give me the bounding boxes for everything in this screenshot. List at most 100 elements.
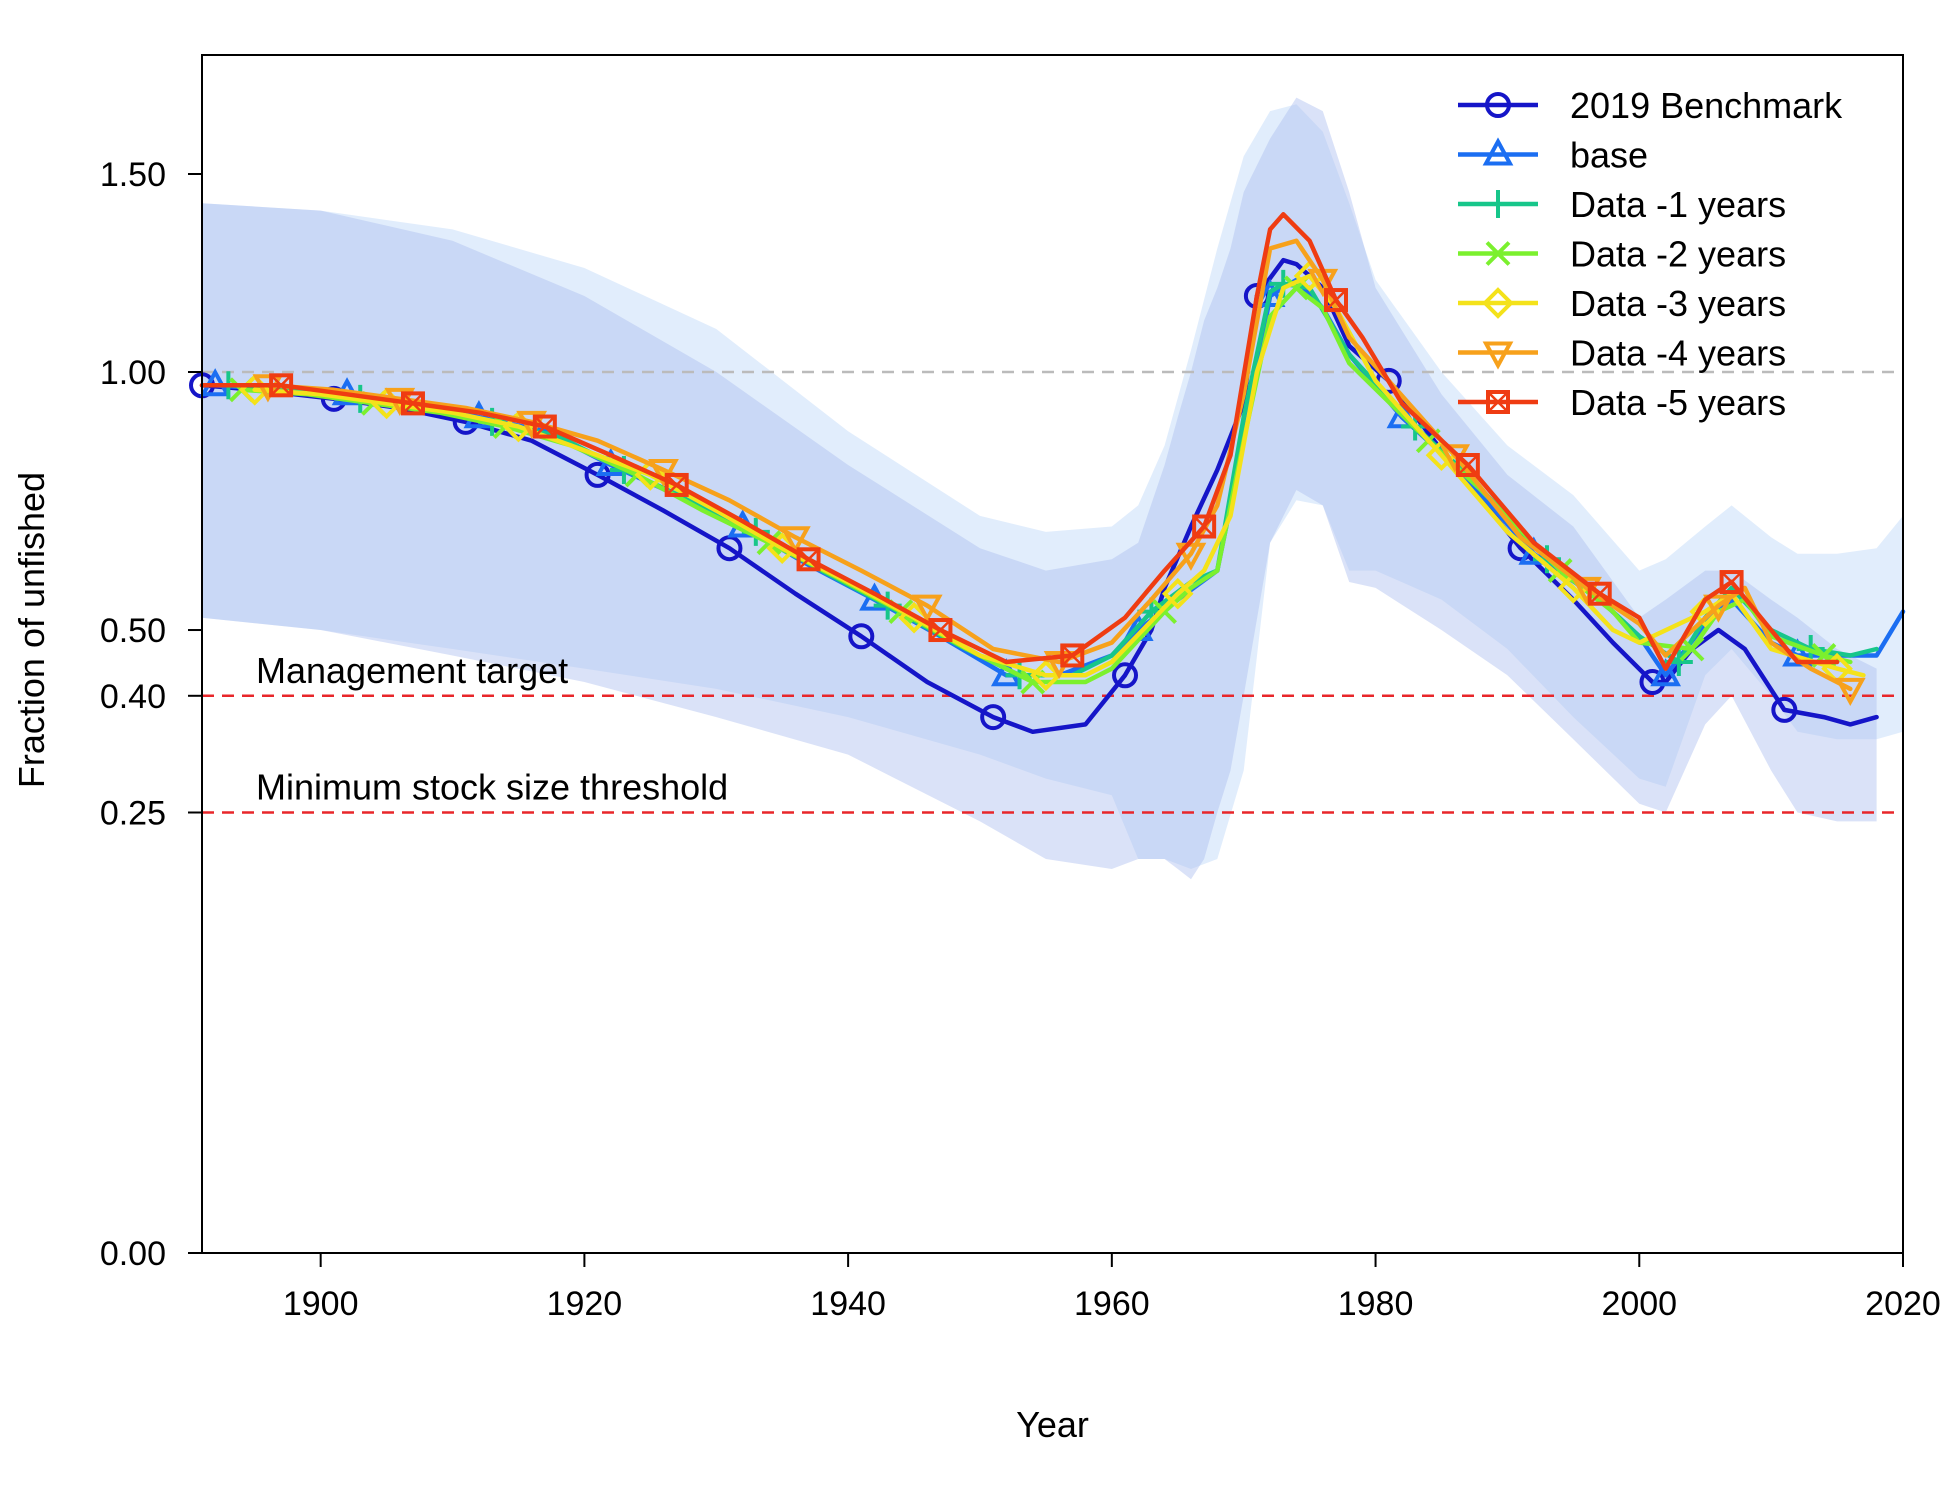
legend-label-data-4-years: Data -4 years (1570, 333, 1786, 374)
point-data-5-years-10 (1587, 581, 1612, 606)
point-data-5-years-9-box (1455, 453, 1480, 477)
legend-marker-data-2-years (1485, 241, 1511, 266)
point-data-5-years-6 (1060, 643, 1085, 668)
point-data-5-years-8-box (1324, 288, 1348, 313)
point-data-4-years-4 (780, 526, 811, 555)
point-data-5-years-5-cross (929, 619, 952, 641)
legend-item-data-4-years: Data -4 years (1458, 333, 1786, 374)
point-data-5-years-1-cross (402, 392, 424, 415)
point-data-5-years-0-box (269, 373, 294, 398)
point-data-5-years-1 (400, 391, 425, 416)
point-data-2-years-11 (1679, 636, 1705, 662)
point-2019-benchmark-7 (1112, 662, 1139, 689)
point-data-5-years-11-cross (1720, 571, 1743, 593)
point-data-5-years-6-box (1060, 643, 1085, 668)
point-data-5-years-2 (532, 414, 557, 439)
confidence-bands (202, 97, 1903, 880)
point-data-5-years-1-box (400, 391, 425, 416)
point-data-5-years-0-cross (270, 374, 292, 397)
point-base-11 (1650, 658, 1682, 687)
y-tick-label-0.50: 0.50 (100, 612, 166, 650)
point-2019-benchmark-12 (1771, 696, 1798, 723)
y-tick-label-1.00: 1.00 (100, 354, 166, 392)
series-line-data-2-years (239, 285, 1853, 685)
point-data-5-years-10-box (1587, 581, 1612, 606)
legend-item-data-1-years: Data -1 years (1458, 184, 1786, 225)
point-data-5-years-10-cross (1588, 582, 1611, 605)
legend-item-data-5-years: Data -5 years (1458, 382, 1786, 423)
series-line-data-5-years (199, 212, 1840, 671)
series-line-data-4-years (265, 238, 1853, 692)
y-axis-title: Fraction of unfished (11, 472, 52, 788)
legend-marker-data-5-years (1486, 390, 1510, 414)
x-tick-label-1980: 1980 (1338, 1285, 1414, 1323)
point-data-5-years-11-box (1719, 570, 1744, 595)
legend-marker-2019-benchmark (1485, 92, 1511, 118)
band-1 (202, 104, 1903, 870)
point-data-5-years-11 (1719, 570, 1744, 595)
y-tick-label-0.40: 0.40 (100, 678, 166, 716)
series-data-5-years (199, 212, 1840, 671)
legend-marker-data-1-years (1484, 190, 1512, 218)
ref-label-target: Management target (256, 650, 568, 691)
y-tick-label-0.00: 0.00 (100, 1235, 166, 1273)
point-data-5-years-3-cross (665, 474, 688, 496)
legend-item-data-3-years: Data -3 years (1458, 283, 1786, 324)
x-tick-label-1960: 1960 (1074, 1285, 1150, 1323)
point-data-5-years-9-cross (1456, 454, 1479, 476)
point-data-5-years-4 (796, 547, 821, 572)
point-data-5-years-6-cross (1061, 644, 1084, 667)
point-2019-benchmark-11 (1639, 669, 1666, 696)
legend-label-data-2-years: Data -2 years (1570, 234, 1786, 275)
point-data-4-years-11 (1703, 594, 1734, 623)
legend: 2019 Benchmark base Data -1 years Data -2 y… (1458, 85, 1843, 423)
legend-label-data-3-years: Data -3 years (1570, 283, 1786, 324)
y-tick-label-0.25: 0.25 (100, 794, 166, 832)
x-tick-label-1920: 1920 (547, 1285, 623, 1323)
point-data-5-years-8-cross (1325, 289, 1347, 311)
x-axis-title: Year (1016, 1404, 1089, 1445)
x-tick-label-2000: 2000 (1601, 1285, 1677, 1323)
legend-label-data-1-years: Data -1 years (1570, 184, 1786, 225)
point-data-5-years-7-box (1192, 514, 1217, 539)
y-tick-label-1.50: 1.50 (100, 156, 166, 194)
point-data-5-years-9 (1455, 453, 1480, 477)
point-data-5-years-3-box (664, 472, 689, 497)
point-2019-benchmark-5 (848, 623, 875, 650)
point-data-5-years-5 (928, 618, 953, 643)
point-data-4-years-7 (1175, 542, 1207, 571)
legend-marker-data-3-years (1482, 287, 1514, 319)
x-tick-label-1900: 1900 (283, 1285, 359, 1323)
point-data-5-years-2-box (532, 414, 557, 439)
x-tick-label-1940: 1940 (810, 1285, 886, 1323)
point-data-5-years-2-cross (533, 415, 556, 438)
legend-label-data-5-years: Data -5 years (1570, 382, 1786, 423)
legend-marker-data-4-years (1482, 341, 1514, 370)
point-data-2-years-7 (1152, 599, 1177, 625)
point-data-3-years-7 (1161, 577, 1194, 610)
legend-marker-data-5-years-box (1486, 390, 1510, 414)
point-data-5-years-5-box (928, 618, 953, 643)
point-data-5-years-7-cross (1193, 515, 1216, 538)
ref-label-threshold: Minimum stock size threshold (256, 766, 728, 807)
legend-item-data-2-years: Data -2 years (1458, 234, 1786, 275)
series-line-data-3-years (252, 273, 1866, 678)
legend-label-base: base (1570, 135, 1648, 176)
y-axis: 0.00 0.25 0.40 0.50 1.00 1.50 (100, 156, 202, 1273)
point-2019-benchmark-6 (980, 704, 1007, 731)
point-data-4-years-3 (648, 458, 679, 488)
legend-marker-data-5-years-cross (1487, 391, 1509, 413)
legend-item-base: base (1458, 135, 1648, 176)
point-data-5-years-8 (1324, 288, 1348, 313)
plot-frame (201, 54, 1904, 1254)
point-data-3-years-6 (1030, 659, 1062, 692)
point-data-5-years-3 (664, 472, 689, 497)
band-2 (202, 97, 1877, 880)
legend-label-2019-benchmark: 2019 Benchmark (1570, 85, 1843, 126)
legend-item-2019-benchmark: 2019 Benchmark (1458, 85, 1843, 126)
legend-marker-base (1482, 137, 1514, 166)
x-axis: 1900 1920 1940 1960 1980 2000 2020 (283, 1253, 1941, 1323)
point-data-4-years-12 (1834, 677, 1866, 707)
point-data-5-years-0 (269, 373, 294, 398)
